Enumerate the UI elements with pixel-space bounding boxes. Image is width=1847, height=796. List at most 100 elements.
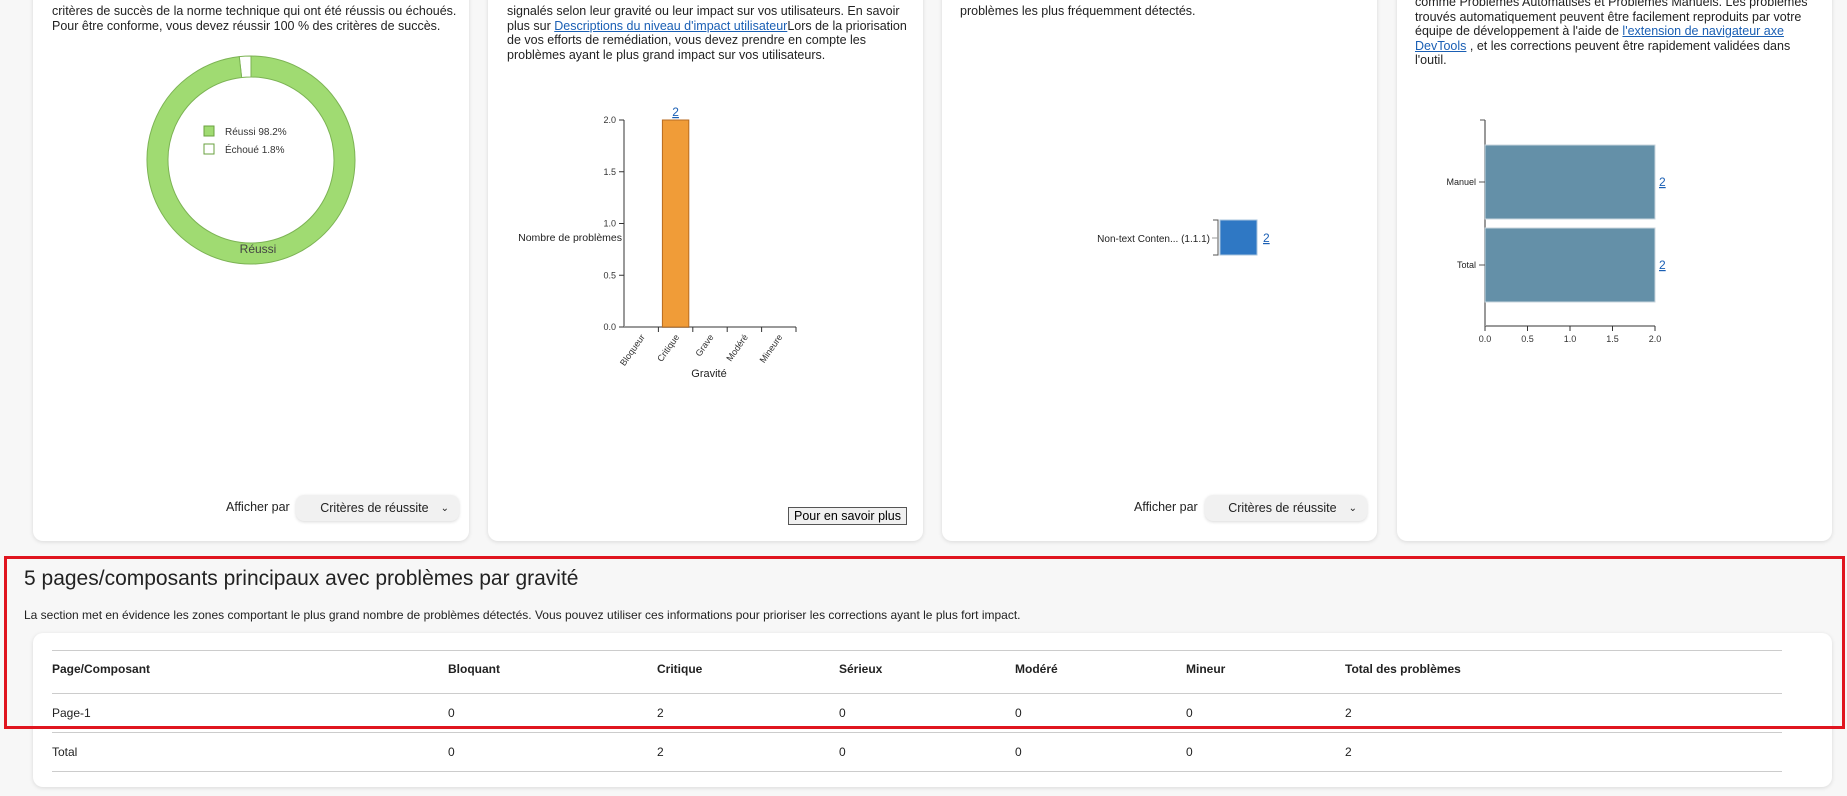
axe-devtools-link[interactable]: l'extension de navigateur axe bbox=[1622, 24, 1784, 38]
header-cell: Sérieux bbox=[839, 662, 883, 676]
severity-description: signalés selon leur gravité ou leur impa… bbox=[507, 4, 907, 62]
x-tick-label: Modéré bbox=[724, 332, 750, 363]
show-by-select[interactable]: Critères de réussite ⌄ bbox=[1205, 495, 1367, 521]
row-cell: 2 bbox=[657, 706, 664, 720]
text-line: plus sur Descriptions du niveau d'impact… bbox=[507, 19, 907, 34]
text-line: l'outil. bbox=[1415, 53, 1447, 67]
y-tick-label: Non-text Conten... (1.1.1) bbox=[1097, 234, 1210, 245]
text-line: critères de succès de la norme technique… bbox=[52, 4, 457, 18]
pages-table: Page/Composant Bloquant Critique Sérieux Mod… bbox=[52, 650, 1782, 772]
bar-value-label: 2 bbox=[1659, 175, 1666, 189]
text-line: Pour être conforme, vous devez réussir 1… bbox=[52, 18, 441, 33]
text-line: de vos efforts de remédiation, vous deve… bbox=[507, 33, 867, 47]
text-line: problèmes les plus fréquemment détectés. bbox=[960, 4, 1196, 18]
learn-more-button[interactable]: Pour en savoir plus bbox=[788, 507, 908, 525]
row-cell: 0 bbox=[448, 706, 455, 720]
section-description: La section met en évidence les zones com… bbox=[24, 608, 1021, 622]
x-tick-label: Bloqueur bbox=[618, 332, 647, 367]
text: plus sur bbox=[507, 18, 555, 33]
row-cell: Total bbox=[52, 745, 78, 759]
issue-type-bar-chart: 0.0 0.5 1.0 1.5 2.0 Manuel 2 Total 2 bbox=[1446, 119, 1666, 344]
header-cell: Page/Composant bbox=[52, 662, 151, 676]
y-tick-label: Manuel bbox=[1446, 177, 1476, 187]
legend-swatch bbox=[203, 125, 215, 137]
chevron-down-icon: ⌄ bbox=[440, 502, 449, 514]
text: , et les corrections peuvent être rapide… bbox=[1466, 38, 1791, 53]
text-line: problèmes ayant le plus grand impact sur… bbox=[507, 47, 826, 62]
x-tick-label: Mineure bbox=[758, 332, 785, 364]
bar-total bbox=[1484, 227, 1656, 303]
x-tick-label: 2.0 bbox=[1649, 334, 1662, 344]
show-by-label: Afficher par bbox=[226, 500, 290, 514]
severity-card: signalés selon leur gravité ou leur impa… bbox=[488, 0, 923, 541]
row-cell: 2 bbox=[1345, 706, 1352, 720]
impact-descriptions-link[interactable]: Descriptions du niveau d'impact utilisat… bbox=[554, 18, 788, 33]
legend-label: Réussi 98.2% bbox=[225, 127, 287, 138]
y-tick-label: Total bbox=[1457, 260, 1476, 270]
text: équipe de développement à l'aide de bbox=[1415, 24, 1623, 38]
text-line: comme Problèmes Automatisés et Problèmes… bbox=[1415, 0, 1808, 9]
top-issues-card: problèmes les plus fréquemment détectés.… bbox=[942, 0, 1377, 541]
pages-table-card bbox=[33, 633, 1832, 787]
text-line: équipe de développement à l'aide de l'ex… bbox=[1415, 24, 1808, 39]
header-cell: Modéré bbox=[1015, 662, 1058, 676]
bar-non-text-content bbox=[1219, 219, 1258, 256]
text-line: DevTools , et les corrections peuvent êt… bbox=[1415, 39, 1808, 54]
bar-value-label: 2 bbox=[1659, 258, 1666, 272]
show-by-label: Afficher par bbox=[1134, 500, 1198, 514]
table-row: Page-1 0 2 0 0 0 2 bbox=[52, 693, 1782, 733]
y-axis-label: Nombre de problèmes bbox=[518, 232, 622, 244]
row-cell: 0 bbox=[1186, 706, 1193, 720]
show-by-select[interactable]: Critères de réussite ⌄ bbox=[296, 495, 459, 521]
header-cell: Total des problèmes bbox=[1345, 662, 1461, 676]
x-axis-label: Gravité bbox=[691, 368, 726, 380]
row-cell: 0 bbox=[1015, 706, 1022, 720]
row-cell: Page-1 bbox=[52, 706, 91, 720]
row-cell: 0 bbox=[1186, 745, 1193, 759]
text-line: signalés selon leur gravité ou leur impa… bbox=[507, 4, 900, 18]
show-by-value: Critères de réussite bbox=[1228, 501, 1337, 515]
row-cell: 2 bbox=[657, 745, 664, 759]
show-by-value: Critères de réussite bbox=[320, 501, 429, 515]
donut-chart: Réussi 98.2% Échoué 1.8% Réussi bbox=[146, 55, 356, 265]
y-tick-label: 0.5 bbox=[603, 270, 616, 280]
bar-value-label: 2 bbox=[1263, 231, 1270, 245]
y-tick-label: 0.0 bbox=[603, 322, 616, 332]
issue-type-description: comme Problèmes Automatisés et Problèmes… bbox=[1415, 0, 1808, 68]
x-tick-label: 0.0 bbox=[1479, 334, 1492, 344]
row-cell: 2 bbox=[1345, 745, 1352, 759]
bar-value-label: 2 bbox=[672, 105, 679, 119]
y-tick-label: 1.0 bbox=[603, 219, 616, 229]
top-issues-description: problèmes les plus fréquemment détectés. bbox=[960, 4, 1196, 19]
bar-Critique bbox=[661, 119, 690, 328]
severity-bar-chart: 0.0 0.5 1.0 1.5 2.0 Bloqueur 2 Critique Grave Mod… bbox=[518, 105, 797, 380]
y-tick-label: 1.5 bbox=[603, 167, 616, 177]
x-tick-label: 1.5 bbox=[1606, 334, 1619, 344]
highlight-box bbox=[4, 556, 1845, 729]
text: Lors de la priorisation bbox=[787, 18, 907, 33]
section-title: 5 pages/composants principaux avec probl… bbox=[24, 567, 579, 590]
row-cell: 0 bbox=[839, 745, 846, 759]
row-cell: 0 bbox=[839, 706, 846, 720]
bar-manuel bbox=[1484, 144, 1656, 220]
top-issues-bar-chart: Non-text Conten... (1.1.1) 2 bbox=[1097, 219, 1270, 256]
chevron-down-icon: ⌄ bbox=[1348, 502, 1357, 514]
header-cell: Bloquant bbox=[448, 662, 500, 676]
compliance-description: critères de succès de la norme technique… bbox=[52, 4, 456, 33]
header-cell: Critique bbox=[657, 662, 703, 676]
axe-devtools-link-cont[interactable]: DevTools bbox=[1415, 38, 1467, 53]
donut-slice-passed bbox=[146, 55, 356, 265]
table-row: Total 0 2 0 0 0 2 bbox=[52, 732, 1782, 772]
row-cell: 0 bbox=[1015, 745, 1022, 759]
legend-label: Échoué 1.8% bbox=[225, 143, 285, 156]
x-tick-label: 0.5 bbox=[1521, 334, 1534, 344]
text-line: trouvés automatiquement peuvent être fac… bbox=[1415, 9, 1802, 24]
compliance-card: critères de succès de la norme technique… bbox=[33, 0, 469, 541]
legend-swatch bbox=[203, 143, 215, 155]
x-tick-label: 1.0 bbox=[1564, 334, 1577, 344]
header-cell: Mineur bbox=[1186, 662, 1226, 676]
y-tick-label: 2.0 bbox=[603, 115, 616, 125]
slice-label: Réussi bbox=[240, 242, 277, 256]
table-header: Page/Composant Bloquant Critique Sérieux Mod… bbox=[52, 650, 1782, 694]
issue-type-card: comme Problèmes Automatisés et Problèmes… bbox=[1397, 0, 1832, 541]
